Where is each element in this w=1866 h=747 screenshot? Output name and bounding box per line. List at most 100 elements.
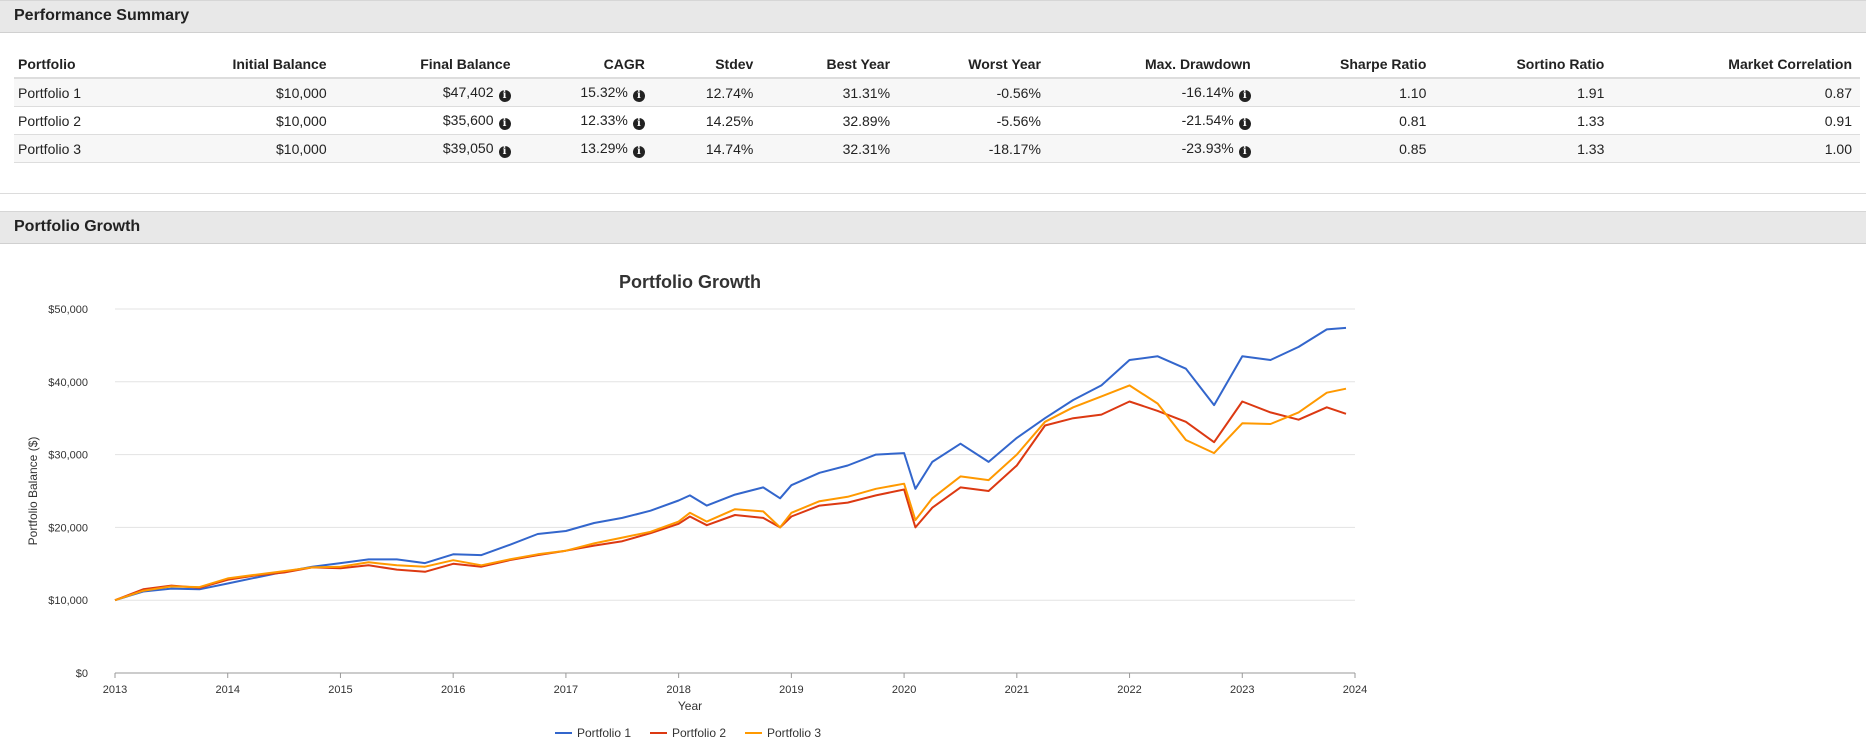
legend-label: Portfolio 3 xyxy=(767,726,821,740)
x-tick-label: 2014 xyxy=(215,684,239,696)
col-header-sortino-ratio: Sortino Ratio xyxy=(1434,51,1613,79)
col-header-portfolio: Portfolio xyxy=(14,51,144,79)
cell-portfolio: Portfolio 2 xyxy=(14,106,144,135)
performance-summary-title: Performance Summary xyxy=(14,7,190,24)
cell-worst-year: -5.56% xyxy=(898,106,1049,135)
performance-summary-table: Portfolio Initial Balance Final Balance … xyxy=(14,51,1860,163)
col-header-best-year: Best Year xyxy=(761,51,899,79)
cagr-value: 13.29% xyxy=(580,139,628,156)
x-tick-label: 2015 xyxy=(328,684,352,696)
col-header-market-correlation: Market Correlation xyxy=(1612,51,1860,79)
table-row: Portfolio 1 $10,000 $47,402 i 15.32% i 12.… xyxy=(14,78,1860,107)
cell-initial-balance: $10,000 xyxy=(143,78,335,107)
y-tick-label: $10,000 xyxy=(48,595,88,607)
cell-best-year: 32.89% xyxy=(761,106,899,135)
final-balance-value: $35,600 xyxy=(442,111,494,128)
cell-stdev: 14.74% xyxy=(652,134,762,163)
info-icon[interactable]: i xyxy=(1238,117,1251,130)
cell-stdev: 14.25% xyxy=(652,106,762,135)
portfolio-growth-chart: Portfolio Growth $0 $10,000 $20,000 $30,000 $… xyxy=(0,250,1370,747)
y-tick-label: $0 xyxy=(76,668,88,680)
info-icon[interactable]: i xyxy=(498,117,511,130)
info-icon[interactable]: i xyxy=(498,89,511,102)
info-icon[interactable]: i xyxy=(1238,89,1251,102)
info-icon[interactable]: i xyxy=(1238,145,1251,158)
col-header-final-balance: Final Balance xyxy=(334,51,519,79)
cell-initial-balance: $10,000 xyxy=(143,134,335,163)
portfolio-growth-title: Portfolio Growth xyxy=(14,218,141,235)
col-header-sharpe-ratio: Sharpe Ratio xyxy=(1258,51,1435,79)
x-tick-label: 2020 xyxy=(892,684,916,696)
cell-final-balance: $39,050 i xyxy=(334,134,519,163)
legend-label: Portfolio 1 xyxy=(577,726,631,740)
cell-worst-year: -18.17% xyxy=(898,134,1049,163)
y-tick-label: $30,000 xyxy=(48,450,88,462)
max-drawdown-value: -23.93% xyxy=(1181,139,1234,156)
table-row: Portfolio 2 $10,000 $35,600 i 12.33% i 14.… xyxy=(14,106,1860,135)
max-drawdown-value: -21.54% xyxy=(1181,111,1234,128)
performance-summary-header: Performance Summary xyxy=(0,0,1866,33)
cell-market-correlation: 1.00 xyxy=(1612,134,1860,163)
cell-sharpe-ratio: 0.81 xyxy=(1258,106,1435,135)
cell-worst-year: -0.56% xyxy=(898,78,1049,107)
cell-final-balance: $47,402 i xyxy=(334,78,519,107)
cell-sortino-ratio: 1.33 xyxy=(1434,106,1613,135)
cell-sortino-ratio: 1.91 xyxy=(1434,78,1613,107)
col-header-initial-balance: Initial Balance xyxy=(143,51,335,79)
x-tick-label: 2018 xyxy=(666,684,690,696)
y-tick-label: $20,000 xyxy=(48,522,88,534)
series-line-1 xyxy=(114,326,1347,602)
y-tick-label: $40,000 xyxy=(48,377,88,389)
y-axis-title: Portfolio Balance ($) xyxy=(26,437,40,546)
chart-title: Portfolio Growth xyxy=(619,272,761,292)
cell-stdev: 12.74% xyxy=(652,78,762,107)
x-tick-label: 2021 xyxy=(1005,684,1029,696)
cell-max-drawdown: -16.14% i xyxy=(1048,78,1259,107)
cell-sharpe-ratio: 0.85 xyxy=(1258,134,1435,163)
cell-cagr: 15.32% i xyxy=(518,78,653,107)
table-row: Portfolio 3 $10,000 $39,050 i 13.29% i 14.… xyxy=(14,134,1860,163)
cagr-value: 15.32% xyxy=(580,83,628,100)
info-icon[interactable]: i xyxy=(498,145,511,158)
table-header-row: Portfolio Initial Balance Final Balance … xyxy=(14,51,1860,79)
cell-cagr: 12.33% i xyxy=(518,106,653,135)
portfolio-growth-header: Portfolio Growth xyxy=(0,211,1866,244)
series-line-3 xyxy=(114,384,1347,602)
x-tick-label: 2016 xyxy=(441,684,465,696)
final-balance-value: $39,050 xyxy=(442,139,494,156)
x-tick-label: 2017 xyxy=(554,684,578,696)
x-tick-label: 2023 xyxy=(1230,684,1254,696)
cell-market-correlation: 0.91 xyxy=(1612,106,1860,135)
cell-sortino-ratio: 1.33 xyxy=(1434,134,1613,163)
x-tick-label: 2019 xyxy=(779,684,803,696)
x-tick-label: 2013 xyxy=(103,684,127,696)
cell-best-year: 31.31% xyxy=(761,78,899,107)
cell-portfolio: Portfolio 3 xyxy=(14,134,144,163)
info-icon[interactable]: i xyxy=(632,145,645,158)
cell-sharpe-ratio: 1.10 xyxy=(1258,78,1435,107)
col-header-stdev: Stdev xyxy=(652,51,762,79)
max-drawdown-value: -16.14% xyxy=(1181,83,1234,100)
cell-portfolio: Portfolio 1 xyxy=(14,78,144,107)
info-icon[interactable]: i xyxy=(632,117,645,130)
final-balance-value: $47,402 xyxy=(442,83,494,100)
cell-max-drawdown: -21.54% i xyxy=(1048,106,1259,135)
cell-max-drawdown: -23.93% i xyxy=(1048,134,1259,163)
info-icon[interactable]: i xyxy=(632,89,645,102)
cell-best-year: 32.31% xyxy=(761,134,899,163)
section-divider xyxy=(0,193,1866,194)
cagr-value: 12.33% xyxy=(580,111,628,128)
col-header-worst-year: Worst Year xyxy=(898,51,1049,79)
series-line-2 xyxy=(114,400,1347,602)
cell-market-correlation: 0.87 xyxy=(1612,78,1860,107)
cell-initial-balance: $10,000 xyxy=(143,106,335,135)
col-header-max-drawdown: Max. Drawdown xyxy=(1048,51,1259,79)
x-axis-title: Year xyxy=(678,699,702,713)
col-header-cagr: CAGR xyxy=(518,51,653,79)
y-tick-label: $50,000 xyxy=(48,304,88,316)
x-tick-label: 2022 xyxy=(1117,684,1141,696)
cell-final-balance: $35,600 i xyxy=(334,106,519,135)
cell-cagr: 13.29% i xyxy=(518,134,653,163)
legend-label: Portfolio 2 xyxy=(672,726,726,740)
x-tick-label: 2024 xyxy=(1343,684,1367,696)
